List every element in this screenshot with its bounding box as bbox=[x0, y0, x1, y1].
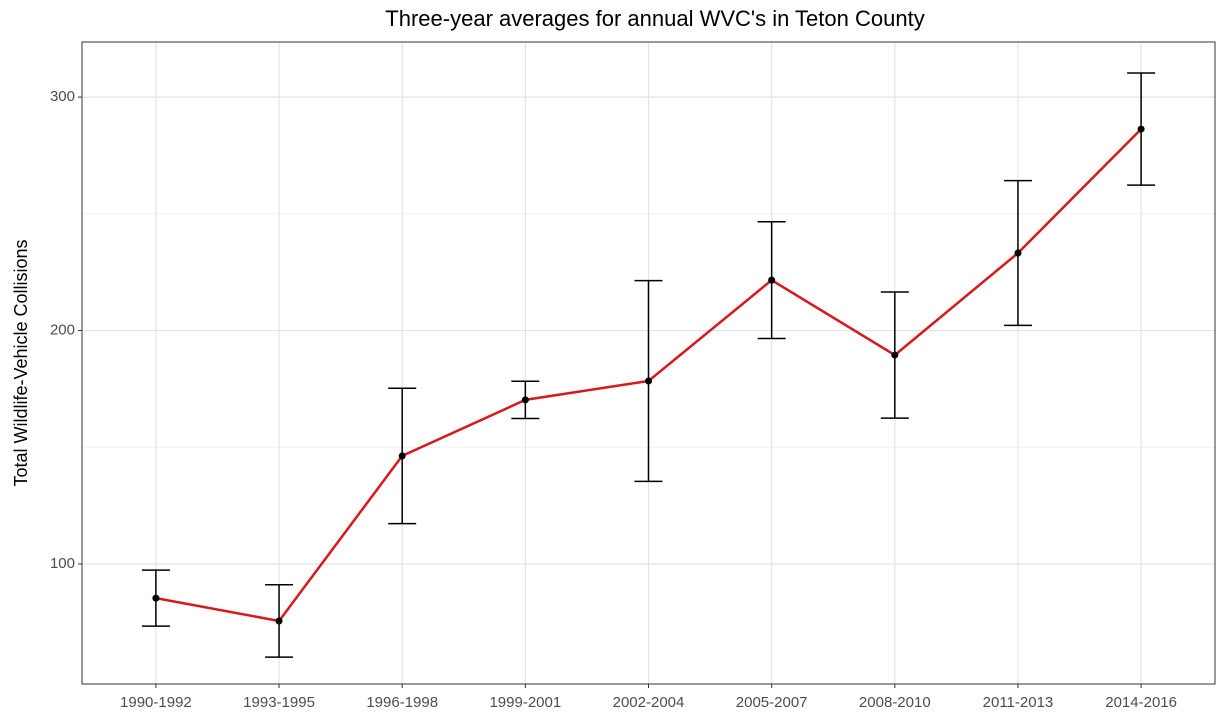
x-tick-label: 1993-1995 bbox=[243, 694, 315, 711]
point bbox=[1014, 249, 1022, 257]
panel-border bbox=[81, 41, 1216, 685]
x-tick-label: 1999-2001 bbox=[489, 694, 561, 711]
x-tick-label: 2014-2016 bbox=[1105, 694, 1177, 711]
x-tick-label: 1996-1998 bbox=[366, 694, 438, 711]
y-tick-label: 200 bbox=[50, 322, 75, 339]
x-tick-label: 2011-2013 bbox=[983, 694, 1054, 711]
point bbox=[1137, 125, 1145, 133]
x-tick-label: 2005-2007 bbox=[736, 694, 808, 711]
x-tick-label: 1990-1992 bbox=[120, 694, 192, 711]
point bbox=[398, 452, 406, 460]
point bbox=[152, 594, 160, 602]
point bbox=[768, 276, 776, 284]
y-axis-label: Total Wildlife-Vehicle Collisions bbox=[11, 239, 31, 486]
chart-title: Three-year averages for annual WVC's in … bbox=[385, 6, 924, 31]
point bbox=[521, 396, 529, 404]
y-tick-label: 100 bbox=[50, 555, 75, 572]
x-tick-label: 2002-2004 bbox=[613, 694, 685, 711]
point bbox=[275, 617, 283, 625]
y-tick-label: 300 bbox=[50, 88, 75, 105]
point bbox=[891, 351, 899, 359]
point bbox=[645, 377, 652, 385]
x-tick-label: 2008-2010 bbox=[859, 694, 931, 711]
